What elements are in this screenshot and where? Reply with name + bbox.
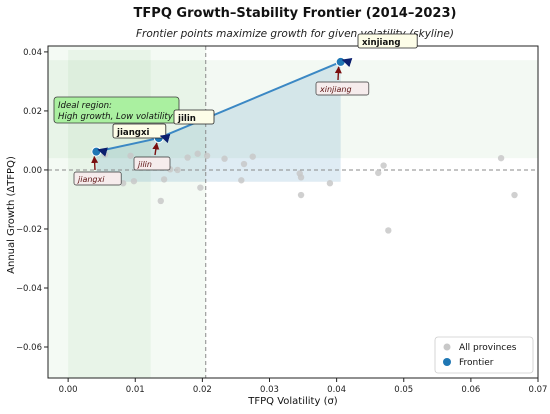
- province-point: [130, 177, 138, 185]
- legend: All provinces Frontier: [434, 336, 534, 374]
- province-point: [326, 180, 334, 187]
- x-tick-label: 0.05: [394, 385, 413, 395]
- annotation-label: xinjiang: [362, 38, 401, 48]
- province-point: [174, 166, 181, 174]
- tag-arrow: [152, 142, 160, 156]
- annotation-label: jilin: [177, 114, 196, 124]
- x-tick-label: 0.06: [461, 385, 480, 395]
- province-point: [184, 154, 191, 161]
- y-tick-label: 0.00: [23, 166, 42, 176]
- annotation-jiangxi: jiangxi: [97, 123, 167, 157]
- province-point: [194, 150, 201, 157]
- tag-arrow: [334, 66, 342, 81]
- tag-box: [133, 156, 171, 171]
- annotation-arrow: [341, 57, 353, 68]
- x-tick-label: 0.04: [327, 385, 346, 395]
- legend-box: [434, 336, 534, 374]
- province-point: [101, 151, 109, 158]
- tag-arrow: [91, 155, 99, 171]
- x-axis-label: TFPQ Volatility (σ): [247, 396, 338, 407]
- tag-label: jiangxi: [77, 175, 105, 184]
- province-point: [511, 191, 518, 199]
- province-point: [380, 162, 387, 169]
- province-point: [375, 169, 382, 177]
- tag-label: jilin: [137, 160, 152, 169]
- frontier-area: [96, 61, 341, 182]
- tag-xinjiang: xinjiang: [315, 66, 370, 96]
- frontier-point: [91, 146, 102, 157]
- chart-title: TFPQ Growth–Stability Frontier (2014–202…: [134, 6, 457, 21]
- tag-jiangxi: jiangxi: [73, 155, 122, 186]
- tag-jilin: jilin: [133, 142, 171, 171]
- annotation-label: jiangxi: [116, 128, 150, 138]
- tag-box: [315, 81, 370, 96]
- province-point: [119, 180, 127, 187]
- x-tick-label: 0.00: [59, 385, 78, 395]
- ideal-region-text: Ideal region:: [58, 101, 112, 111]
- annotation-box: [112, 123, 167, 139]
- province-point: [160, 176, 168, 183]
- x-tick-label: 0.01: [126, 385, 145, 395]
- annotation-box: [357, 33, 418, 49]
- legend-label-frontier: Frontier: [459, 358, 494, 368]
- tag-box: [73, 171, 122, 186]
- annotation-arrow: [97, 147, 108, 157]
- y-tick-label: −0.04: [16, 284, 42, 294]
- y-axis-label: Annual Growth (ΔTFPQ): [6, 156, 17, 274]
- annotation-jilin: jilin: [159, 109, 215, 144]
- annotation-box: [173, 109, 215, 125]
- x-tick-label: 0.02: [193, 385, 212, 395]
- y-tick-label: 0.04: [23, 48, 42, 58]
- frontier-point: [335, 56, 346, 67]
- province-point: [221, 155, 228, 162]
- y-tick-label: −0.06: [16, 343, 42, 353]
- y-tick-label: −0.02: [16, 225, 42, 235]
- y-tick-label: 0.02: [23, 107, 42, 117]
- ideal-region-text: High growth, Low volatility: [58, 112, 174, 122]
- legend-marker-frontier: [443, 358, 451, 366]
- plot-frame: [47, 45, 539, 379]
- province-point: [157, 197, 164, 205]
- legend-label-all: All provinces: [459, 343, 517, 353]
- x-tick-label: 0.07: [529, 385, 548, 395]
- province-point: [197, 184, 204, 191]
- province-point: [385, 227, 392, 234]
- province-point: [297, 191, 305, 199]
- province-point: [249, 153, 256, 160]
- tag-label: xinjiang: [319, 85, 352, 94]
- province-point: [127, 152, 134, 159]
- annotation-arrow: [159, 133, 171, 144]
- province-point: [240, 160, 248, 168]
- legend-marker-all: [443, 343, 451, 351]
- province-point: [238, 177, 245, 184]
- province-point: [297, 174, 305, 181]
- x-tick-label: 0.03: [260, 385, 279, 395]
- province-point: [203, 152, 211, 159]
- ideal-region-label: Ideal region:High growth, Low volatility: [53, 96, 180, 124]
- annotation-xinjiang: xinjiang: [341, 33, 418, 68]
- province-point: [497, 154, 505, 162]
